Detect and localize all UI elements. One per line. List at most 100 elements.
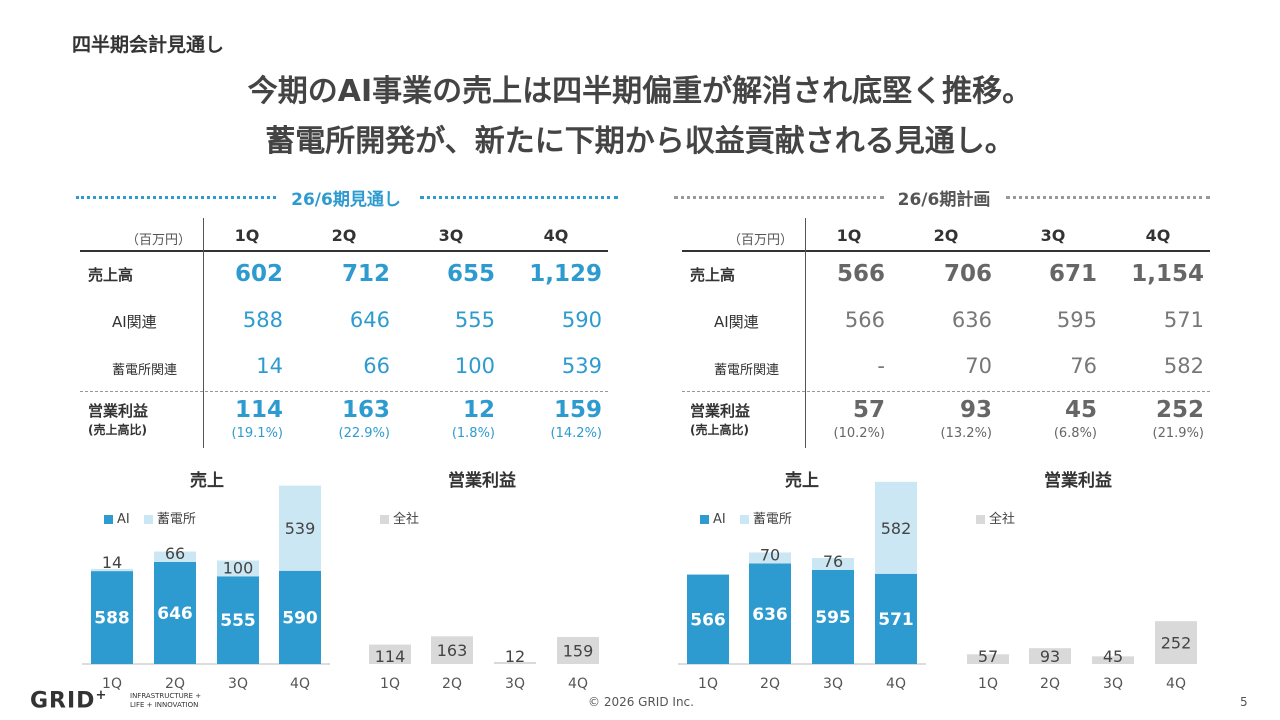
bar-storage-4Q	[875, 481, 917, 574]
legend-ai-label: AI	[117, 512, 130, 527]
label-op-1Q: 114	[375, 647, 406, 666]
tick-4Q: 4Q	[886, 676, 906, 692]
bar-ai-3Q	[217, 576, 259, 664]
left-vrule	[203, 218, 204, 448]
right-storage-3q: 76	[1070, 354, 1097, 378]
left-ai-4q: 590	[561, 308, 602, 332]
right-sales-4q: 1,154	[1131, 261, 1204, 287]
tick-4Q: 4Q	[1166, 676, 1186, 692]
right-header-rule	[682, 250, 1210, 252]
bar-ai-4Q	[279, 570, 321, 664]
right-storage-label: 蓄電所関連	[714, 363, 780, 378]
left-op-3q: 12	[462, 397, 495, 423]
page-number: 5	[1240, 695, 1248, 709]
label-ai-1Q: 588	[94, 609, 130, 629]
label-ai-1Q: 566	[690, 610, 726, 630]
tick-1Q: 1Q	[380, 676, 400, 692]
legend-storage-swatch	[143, 515, 153, 524]
headline-line-1: 今期のAI事業の売上は四半期偏重が解消され底堅く推移。	[247, 74, 1033, 109]
right-storage-4q: 582	[1163, 354, 1204, 378]
label-storage-1Q: 14	[102, 553, 122, 572]
tick-3Q: 3Q	[1103, 676, 1123, 692]
bar-storage-3Q	[217, 560, 259, 577]
label-ai-4Q: 590	[282, 608, 318, 628]
right-ai-1q: 566	[844, 308, 885, 332]
bar-storage-4Q	[279, 485, 321, 571]
legend-ai-swatch	[104, 515, 113, 524]
bar-op-3Q	[494, 661, 536, 664]
legend-total-label: 全社	[989, 512, 1016, 527]
right-title-dots-r	[1006, 196, 1210, 199]
left-storage-4q: 539	[561, 354, 602, 378]
left-header-rule	[80, 250, 608, 252]
bar-ai-3Q	[812, 569, 854, 664]
tick-2Q: 2Q	[442, 676, 462, 692]
chart3-legend: AI 蓄電所	[700, 508, 792, 527]
legend-ai-swatch	[700, 515, 709, 524]
right-unit: （百万円）	[728, 233, 794, 248]
bar-op-4Q	[557, 636, 599, 664]
left-hdr-1q: 1Q	[234, 226, 260, 245]
right-op-label: 営業利益	[690, 402, 751, 420]
right-sales-2q: 706	[943, 261, 992, 287]
left-sales-4q: 1,129	[529, 261, 602, 287]
left-title-dots-l	[76, 196, 276, 199]
bar-ai-2Q	[154, 561, 196, 664]
tagline-1: INFRASTRUCTURE +	[130, 692, 202, 700]
bar-op-3Q	[1092, 656, 1134, 664]
right-vrule	[805, 218, 806, 448]
legend-storage-swatch	[739, 515, 749, 524]
right-sales-label: 売上高	[690, 266, 736, 284]
label-op-1Q: 57	[978, 647, 998, 666]
right-pct-4q: (21.9%)	[1152, 426, 1204, 441]
left-sales-1q: 602	[234, 261, 283, 287]
label-ai-2Q: 636	[752, 605, 788, 625]
label-storage-2Q: 66	[165, 544, 185, 563]
left-panel-title: 26/6期見通し	[291, 190, 401, 210]
bar-storage-2Q	[154, 551, 196, 562]
tick-2Q: 2Q	[165, 676, 185, 692]
tick-4Q: 4Q	[290, 676, 310, 692]
bar-ai-1Q	[687, 574, 729, 664]
right-ai-3q: 595	[1056, 308, 1097, 332]
left-storage-2q: 66	[363, 354, 390, 378]
bar-storage-2Q	[749, 552, 791, 564]
logo-tagline: INFRASTRUCTURE + LIFE + INNOVATION	[130, 692, 201, 710]
right-mid-rule	[682, 391, 1210, 393]
right-pct-3q: (6.8%)	[1053, 426, 1097, 441]
right-storage-2q: 70	[965, 354, 992, 378]
right-op-2q: 93	[959, 397, 992, 423]
right-sales-1q: 566	[836, 261, 885, 287]
legend-ai-label: AI	[713, 512, 726, 527]
bar-op-1Q	[967, 654, 1009, 664]
left-pct-4q: (14.2%)	[550, 426, 602, 441]
tagline-2: LIFE + INNOVATION	[130, 701, 199, 709]
label-storage-4Q: 582	[881, 519, 912, 538]
left-storage-1q: 14	[256, 354, 283, 378]
right-hdr-4q: 4Q	[1145, 226, 1171, 245]
left-storage-3q: 100	[454, 354, 495, 378]
chart2-title: 営業利益	[448, 471, 516, 491]
right-panel-title: 26/6期計画	[897, 190, 991, 210]
logo: GRID+	[30, 688, 107, 713]
chart1-legend: AI 蓄電所	[104, 508, 196, 527]
left-pct-2q: (22.9%)	[338, 426, 390, 441]
left-op-label: 営業利益	[88, 402, 149, 420]
right-storage-1q: -	[877, 354, 885, 378]
right-hdr-2q: 2Q	[933, 226, 959, 245]
chart1-title: 売上	[190, 471, 224, 491]
label-op-3Q: 12	[505, 647, 525, 666]
tick-3Q: 3Q	[505, 676, 525, 692]
legend-total-label: 全社	[393, 512, 420, 527]
label-storage-2Q: 70	[760, 546, 780, 565]
right-ai-label: AI関連	[714, 313, 759, 331]
logo-text: GRID	[30, 688, 96, 714]
left-op-1q: 114	[234, 397, 283, 423]
right-sales-3q: 671	[1048, 261, 1097, 287]
right-pct-2q: (13.2%)	[940, 426, 992, 441]
left-ai-2q: 646	[349, 308, 390, 332]
chart4-title: 営業利益	[1044, 471, 1112, 491]
right-ai-4q: 571	[1163, 308, 1204, 332]
legend-total-swatch	[380, 515, 389, 524]
